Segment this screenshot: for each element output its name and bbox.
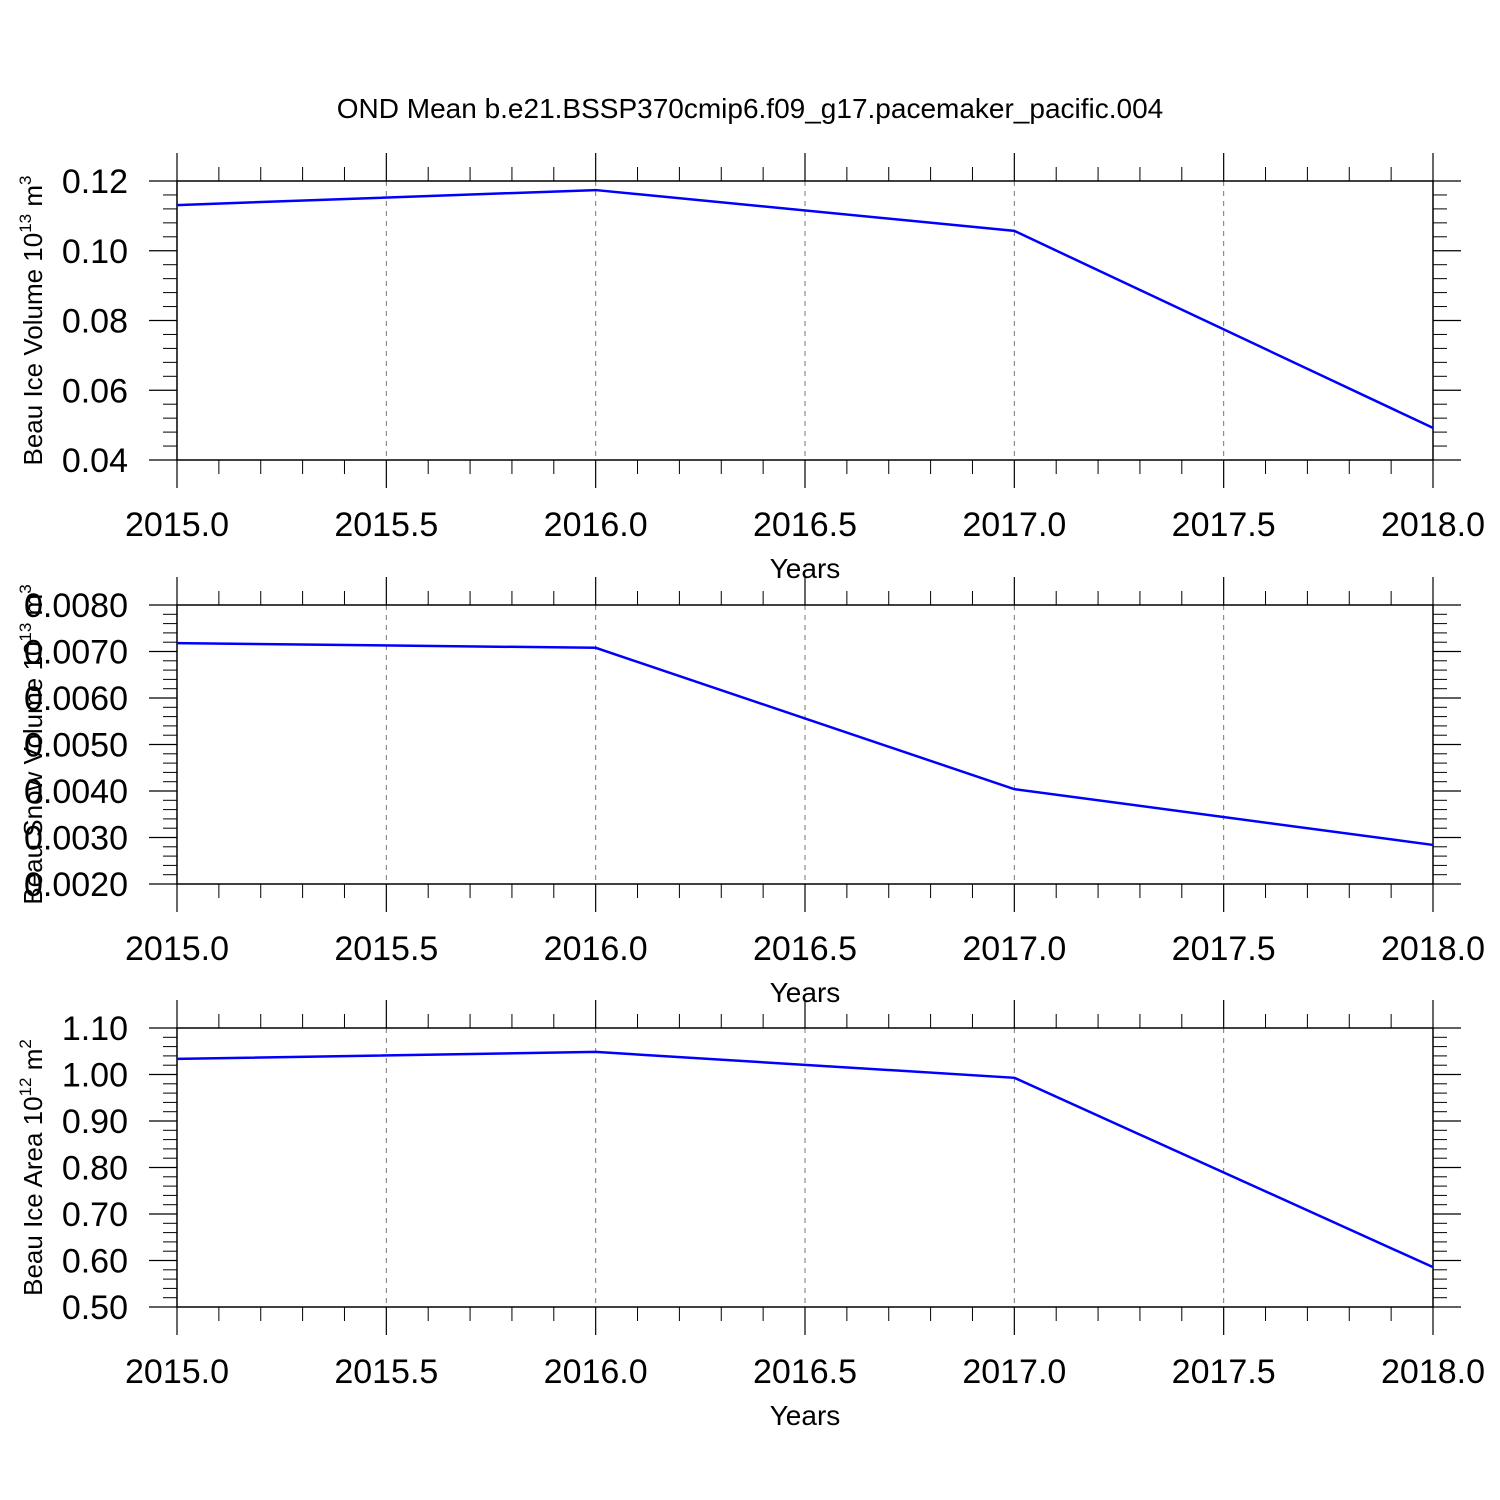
y-axis-label-part: m — [18, 185, 48, 214]
y-tick-label: 1.10 — [62, 1010, 128, 1048]
x-tick-label: 2016.0 — [544, 930, 648, 968]
x-tick-label: 2016.5 — [753, 930, 857, 968]
y-tick-label: 0.0050 — [24, 727, 128, 765]
y-tick-label: 0.06 — [62, 372, 128, 410]
y-tick-label: 0.08 — [62, 303, 128, 341]
x-tick-label: 2018.0 — [1381, 930, 1485, 968]
x-tick-label: 2017.0 — [962, 506, 1066, 544]
y-tick-label: 0.0080 — [24, 587, 128, 625]
y-tick-label: 0.0030 — [24, 820, 128, 858]
x-tick-label: 2015.5 — [334, 1353, 438, 1391]
y-axis-label-exponent: 12 — [16, 1077, 35, 1096]
y-tick-label: 0.0020 — [24, 866, 128, 904]
x-axis-label: Years — [770, 1400, 841, 1431]
y-tick-label: 0.90 — [62, 1103, 128, 1141]
figure-title: OND Mean b.e21.BSSP370cmip6.f09_g17.pace… — [337, 93, 1164, 124]
x-tick-label: 2017.0 — [962, 930, 1066, 968]
x-tick-label: 2017.0 — [962, 1353, 1066, 1391]
y-tick-label: 0.0070 — [24, 634, 128, 672]
x-tick-label: 2016.5 — [753, 1353, 857, 1391]
y-axis-label-exponent: 13 — [16, 623, 35, 642]
y-axis-label-part: Beau Snow Volume 10 — [18, 642, 48, 905]
data-line — [176, 188, 1434, 430]
x-tick-label: 2016.0 — [544, 506, 648, 544]
y-axis-label-exponent: 13 — [16, 214, 35, 233]
y-tick-label: 0.0040 — [24, 773, 128, 811]
plot-frame — [176, 1027, 1434, 1308]
y-tick-label: 0.04 — [62, 442, 128, 480]
y-axis-label-part: m — [18, 594, 48, 623]
y-axis-label-part: Beau Ice Area 10 — [18, 1096, 48, 1295]
x-tick-label: 2016.5 — [753, 506, 857, 544]
data-line — [176, 1050, 1434, 1269]
y-tick-label: 0.80 — [62, 1150, 128, 1188]
y-axis-label-exponent: 3 — [16, 176, 35, 185]
y-axis-label: Beau Snow Volume 1013 m3 — [16, 584, 48, 904]
x-tick-label: 2017.5 — [1172, 506, 1276, 544]
panel: 2015.0 2015.5 2016.0 2016.5 2017.0 2017.5 2018… — [16, 153, 1485, 584]
x-tick-label: 2015.0 — [125, 930, 229, 968]
y-tick-label: 0.70 — [62, 1196, 128, 1234]
y-tick-label: 0.50 — [62, 1289, 128, 1327]
x-tick-label: 2015.5 — [334, 506, 438, 544]
x-tick-label: 2017.5 — [1172, 1353, 1276, 1391]
x-tick-label: 2015.0 — [125, 506, 229, 544]
x-tick-label: 2018.0 — [1381, 1353, 1485, 1391]
plot-frame — [176, 604, 1434, 885]
y-axis-label: Beau Ice Volume 1013 m3 — [16, 176, 48, 466]
x-tick-label: 2018.0 — [1381, 506, 1485, 544]
y-tick-label: 0.12 — [62, 163, 128, 201]
y-tick-label: 0.10 — [62, 233, 128, 271]
y-tick-label: 0.60 — [62, 1243, 128, 1281]
y-tick-label: 1.00 — [62, 1057, 128, 1095]
panel: 2015.0 2015.5 2016.0 2016.5 2017.0 2017.5 2018… — [16, 577, 1485, 1008]
x-tick-label: 2015.0 — [125, 1353, 229, 1391]
x-tick-label: 2016.0 — [544, 1353, 648, 1391]
x-tick-label: 2015.5 — [334, 930, 438, 968]
y-axis-label-exponent: 2 — [16, 1039, 35, 1048]
y-tick-label: 0.0060 — [24, 680, 128, 718]
x-tick-label: 2017.5 — [1172, 930, 1276, 968]
y-axis-label: Beau Ice Area 1012 m2 — [16, 1039, 48, 1296]
y-axis-label-part: m — [18, 1049, 48, 1078]
panel: 2015.0 2015.5 2016.0 2016.5 2017.0 2017.5 2018… — [16, 1000, 1485, 1431]
plot-frame — [176, 180, 1434, 461]
y-axis-label-exponent: 3 — [16, 584, 35, 593]
data-line — [176, 641, 1434, 847]
y-axis-label-part: Beau Ice Volume 10 — [18, 233, 48, 466]
